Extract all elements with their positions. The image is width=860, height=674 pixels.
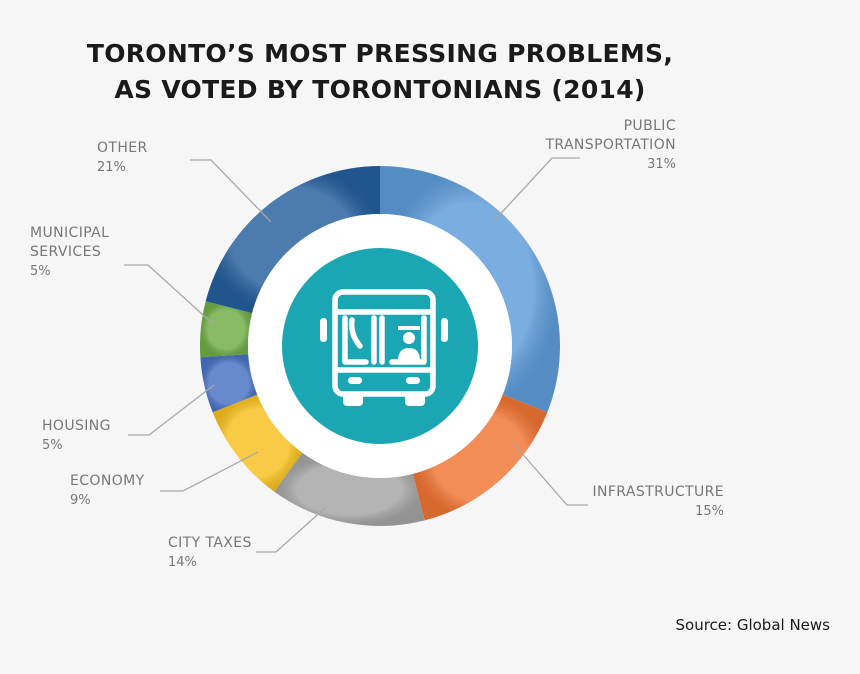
leader-line bbox=[160, 451, 259, 492]
leader-line bbox=[124, 264, 214, 325]
donut-slice-shade bbox=[200, 301, 253, 358]
chart-title-line-2: AS VOTED BY TORONTONIANS (2014) bbox=[114, 75, 645, 104]
slice-label: INFRASTRUCTURE bbox=[592, 484, 724, 500]
slice-label: ECONOMY bbox=[70, 473, 145, 489]
slice-labels: PUBLIC TRANSPORTATION 31% INFRASTRUCTURE 15%… bbox=[30, 118, 724, 570]
leader-lines bbox=[124, 157, 588, 553]
slice-value-label: 21% bbox=[97, 160, 126, 175]
slice-label: OTHER bbox=[97, 140, 148, 156]
slice-label: SERVICES bbox=[30, 244, 101, 260]
bus-icon bbox=[320, 289, 448, 406]
donut-slice-shade bbox=[380, 166, 560, 413]
slice-label: HOUSING bbox=[42, 418, 111, 434]
leader-line bbox=[256, 507, 326, 553]
leader-line bbox=[190, 159, 272, 223]
donut-slice-shade bbox=[205, 166, 380, 314]
donut-slice-shade bbox=[274, 452, 425, 526]
donut-slice-shade bbox=[412, 394, 548, 521]
donut-slice-shade bbox=[200, 354, 258, 413]
donut-slice-shade bbox=[212, 394, 303, 492]
slice-label: CITY TAXES bbox=[168, 535, 252, 551]
slice-value-label: 5% bbox=[30, 264, 51, 279]
leader-line bbox=[128, 384, 215, 436]
chart-title-line-1: TORONTO’S MOST PRESSING PROBLEMS, bbox=[87, 39, 673, 68]
source-note: Source: Global News bbox=[676, 616, 831, 634]
slice-label: MUNICIPAL bbox=[30, 225, 109, 241]
slice-value-label: 9% bbox=[70, 493, 91, 508]
leader-line bbox=[512, 442, 588, 506]
slice-label: TRANSPORTATION bbox=[544, 137, 676, 153]
slice-value-label: 31% bbox=[647, 157, 676, 172]
slice-value-label: 5% bbox=[42, 438, 63, 453]
slice-value-label: 15% bbox=[695, 504, 724, 519]
slice-value-label: 14% bbox=[168, 555, 197, 570]
leader-line bbox=[492, 157, 580, 223]
slice-label: PUBLIC bbox=[624, 118, 676, 134]
